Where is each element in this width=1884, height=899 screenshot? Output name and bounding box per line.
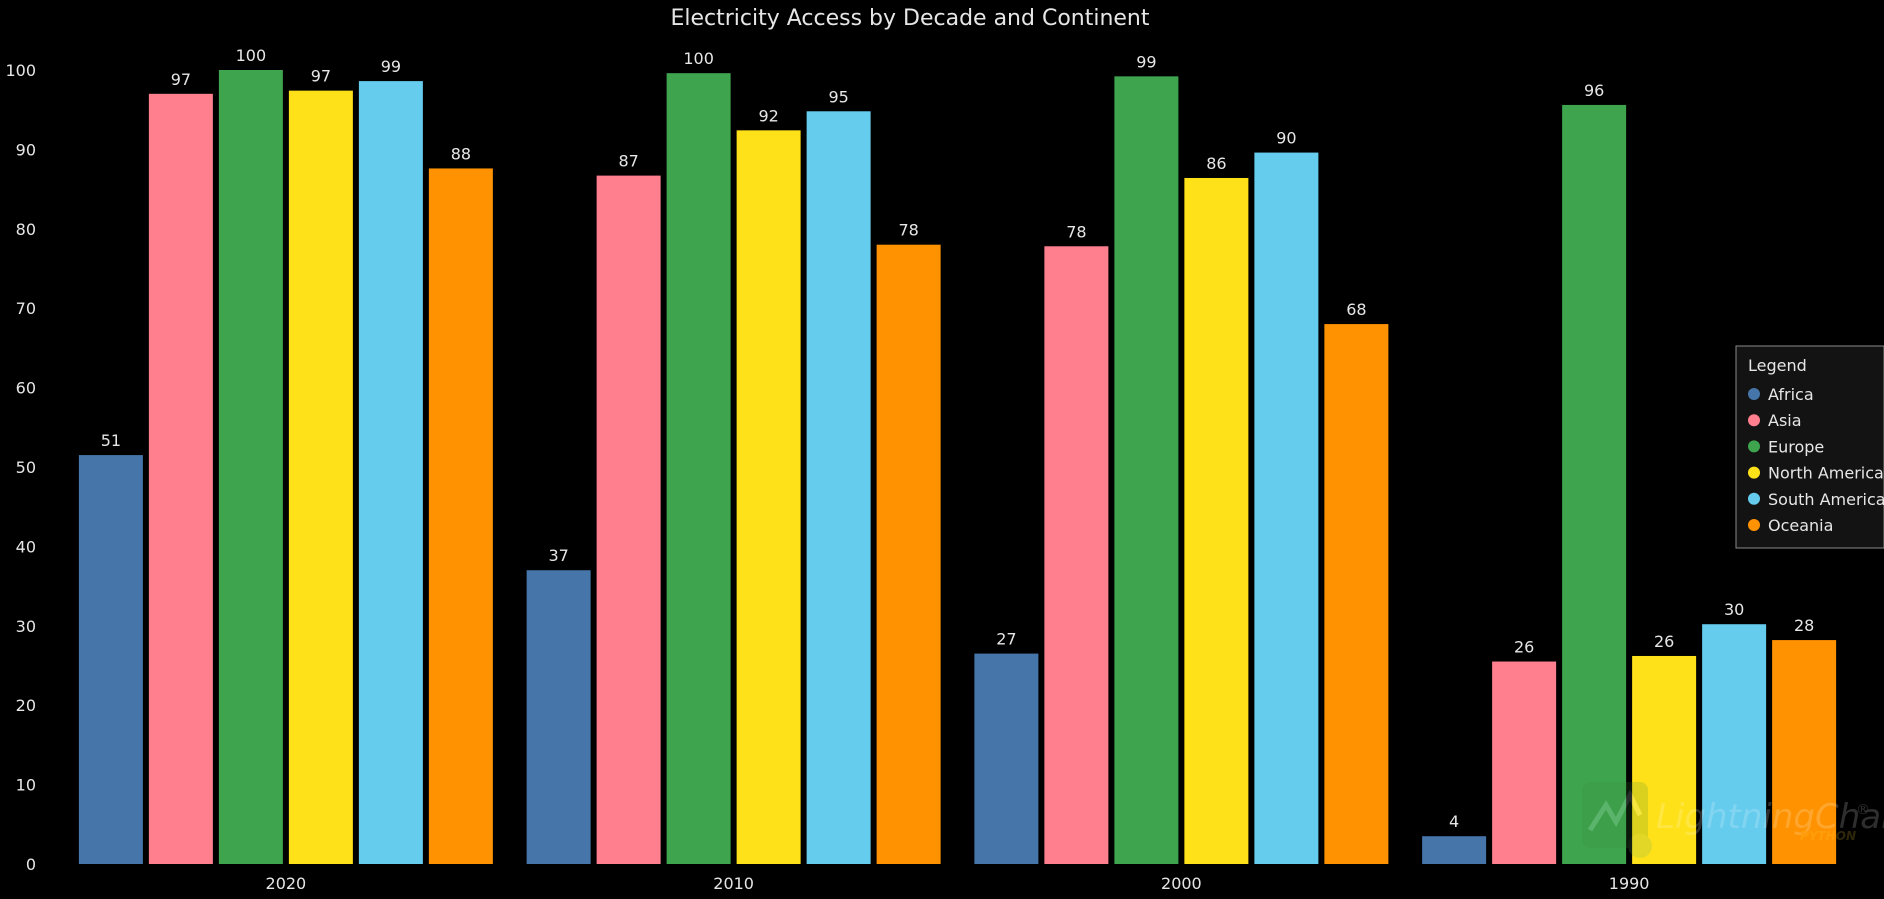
x-tick-label: 2010	[713, 874, 754, 893]
bar-africa-2020[interactable]	[78, 455, 143, 864]
legend-item-europe[interactable]: Europe	[1768, 437, 1824, 456]
bar-north-america-2000[interactable]	[1184, 177, 1249, 864]
data-label: 100	[683, 49, 714, 68]
bar-asia-2020[interactable]	[148, 93, 213, 864]
y-tick-label: 80	[16, 220, 36, 239]
watermark-bolt-icon	[1587, 789, 1643, 832]
data-label: 26	[1514, 638, 1534, 657]
y-tick-label: 60	[16, 379, 36, 398]
data-label: 92	[758, 106, 778, 125]
bar-europe-2010[interactable]	[666, 73, 731, 864]
data-label: 28	[1794, 616, 1814, 635]
bar-oceania-1990[interactable]	[1772, 640, 1837, 864]
data-label: 88	[451, 144, 471, 163]
bar-oceania-2010[interactable]	[876, 244, 941, 864]
bar-europe-2020[interactable]	[218, 70, 283, 864]
y-tick-label: 40	[16, 537, 36, 556]
legend-marker-icon	[1748, 388, 1760, 400]
bar-africa-2000[interactable]	[974, 653, 1039, 864]
watermark-text: LightningChart	[1656, 797, 1884, 837]
bar-north-america-2010[interactable]	[736, 130, 801, 864]
data-label: 37	[548, 546, 568, 565]
legend-marker-icon	[1748, 466, 1760, 479]
bar-asia-1990[interactable]	[1492, 661, 1557, 864]
data-label: 90	[1276, 129, 1296, 148]
bar-europe-1990[interactable]	[1562, 104, 1627, 865]
data-label: 95	[828, 87, 848, 106]
data-label: 99	[381, 57, 401, 76]
data-label: 86	[1206, 154, 1226, 173]
bar-asia-2010[interactable]	[596, 175, 661, 865]
x-tick-label: 2020	[266, 874, 307, 893]
legend-marker-icon	[1748, 519, 1760, 531]
chart-title: Electricity Access by Decade and Contine…	[670, 6, 1149, 31]
x-tick-label: 2000	[1161, 874, 1202, 893]
data-label: 78	[1066, 222, 1086, 241]
data-label: 4	[1449, 812, 1459, 831]
legend-marker-icon	[1748, 492, 1760, 505]
data-label: 26	[1654, 632, 1674, 651]
watermark: LightningChart ® PYTHON	[1582, 782, 1884, 858]
data-label: 97	[311, 67, 331, 86]
data-label: 78	[898, 221, 918, 240]
legend-item-north-america[interactable]: North America	[1768, 464, 1884, 483]
bar-europe-2000[interactable]	[1114, 76, 1179, 865]
data-label: 51	[101, 431, 121, 450]
y-tick-label: 10	[16, 776, 36, 795]
bars-group: 51 97 100 97 99 88 37 87 100 92 95 78 27 78 99 86 90 68 4 2…	[78, 46, 1837, 865]
watermark-registered: ®	[1856, 802, 1870, 818]
data-label: 96	[1584, 81, 1604, 100]
legend-item-south-america[interactable]: South America	[1768, 490, 1884, 509]
data-label: 100	[236, 46, 267, 65]
bar-south-america-2020[interactable]	[358, 81, 423, 865]
watermark-python-icon	[1628, 834, 1652, 858]
bar-africa-2010[interactable]	[526, 570, 591, 864]
legend-item-oceania[interactable]: Oceania	[1768, 516, 1833, 535]
data-label: 99	[1136, 52, 1156, 71]
bar-asia-2000[interactable]	[1044, 246, 1109, 864]
data-label: 68	[1346, 300, 1366, 319]
x-axis: 2020 2010 2000 1990	[266, 874, 1650, 893]
bar-oceania-2020[interactable]	[428, 168, 493, 864]
bar-north-america-2020[interactable]	[288, 90, 353, 865]
data-label: 27	[996, 630, 1016, 649]
y-tick-label: 90	[16, 140, 36, 159]
y-tick-label: 50	[16, 458, 36, 477]
watermark-logo-icon	[1582, 782, 1648, 848]
legend: Legend Africa Asia Europe North America South…	[1735, 345, 1884, 549]
legend-marker-icon	[1748, 440, 1760, 453]
bar-africa-1990[interactable]	[1422, 836, 1487, 864]
data-label: 30	[1724, 600, 1744, 619]
y-tick-label: 30	[16, 617, 36, 636]
bar-south-america-1990[interactable]	[1702, 624, 1767, 864]
bar-north-america-1990[interactable]	[1632, 655, 1697, 864]
watermark-subtext: PYTHON	[1800, 829, 1856, 843]
y-axis: 0 10 20 30 40 50 60 70 80 90 100	[5, 61, 36, 874]
data-label: 87	[618, 152, 638, 171]
legend-item-asia[interactable]: Asia	[1768, 411, 1802, 430]
y-tick-label: 100	[5, 61, 36, 80]
legend-title: Legend	[1748, 356, 1807, 375]
bar-oceania-2000[interactable]	[1324, 324, 1389, 865]
y-tick-label: 70	[16, 299, 36, 318]
legend-box	[1735, 345, 1884, 549]
x-tick-label: 1990	[1609, 874, 1650, 893]
bar-south-america-2010[interactable]	[806, 111, 871, 864]
legend-marker-icon	[1748, 414, 1760, 427]
legend-item-africa[interactable]: Africa	[1768, 385, 1814, 404]
y-tick-label: 20	[16, 696, 36, 715]
bar-south-america-2000[interactable]	[1254, 152, 1319, 865]
data-label: 97	[171, 70, 191, 89]
y-tick-label: 0	[26, 855, 36, 874]
